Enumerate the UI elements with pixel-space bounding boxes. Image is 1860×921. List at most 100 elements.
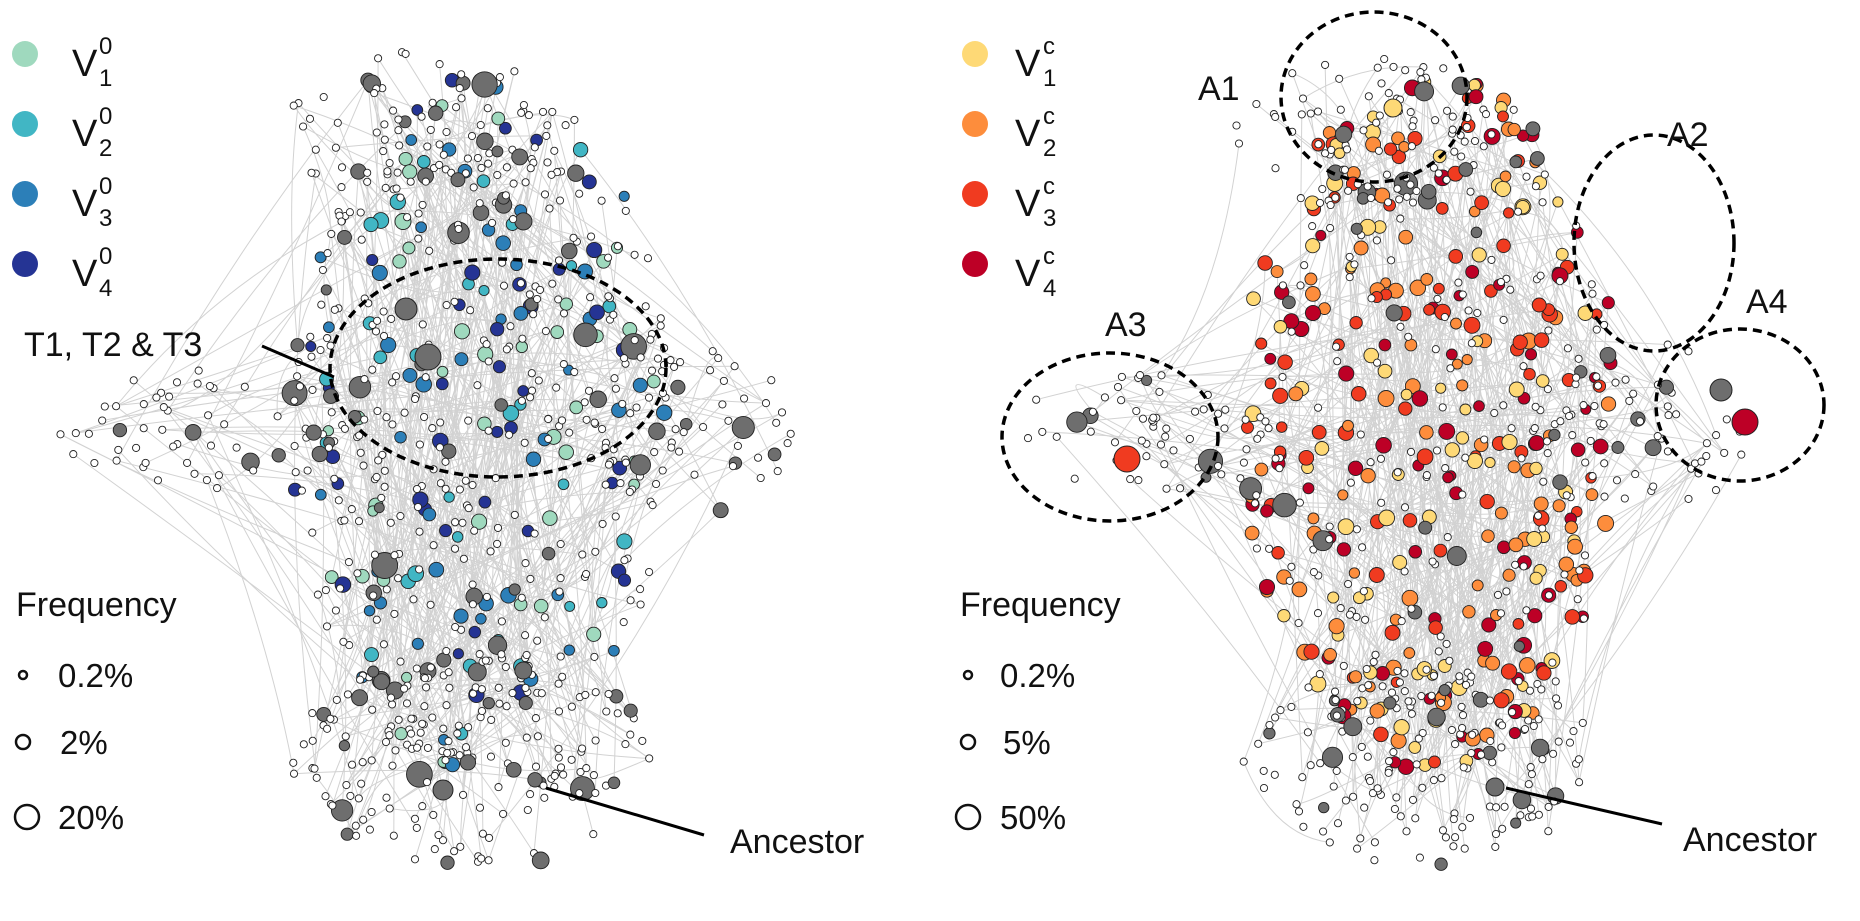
network-node (1368, 567, 1385, 583)
network-edge (1357, 184, 1540, 720)
network-node (450, 297, 459, 306)
network-edge (556, 331, 650, 399)
network-edge (197, 383, 558, 596)
network-edge (406, 461, 611, 704)
network-node (521, 683, 530, 692)
network-edge (1456, 325, 1473, 688)
network-node (328, 801, 337, 810)
network-node (534, 376, 543, 385)
network-node (1297, 110, 1306, 119)
network-edge (1161, 374, 1463, 386)
network-node (1590, 401, 1599, 411)
network-node (667, 443, 676, 452)
network-node (1530, 151, 1545, 166)
network-node (1038, 427, 1047, 436)
network-node (777, 408, 787, 417)
network-node (333, 118, 342, 127)
network-edge (427, 464, 641, 672)
network-node (381, 183, 390, 192)
network-node (1438, 826, 1448, 835)
network-edge (1270, 255, 1456, 384)
network-node (354, 794, 363, 803)
network-node (555, 587, 564, 596)
network-node (326, 714, 335, 723)
right-frequency-title: Frequency (960, 586, 1121, 624)
network-node (1423, 303, 1436, 316)
network-node (475, 803, 485, 812)
network-node (1134, 476, 1143, 485)
network-node (1331, 687, 1340, 696)
network-edge (1401, 434, 1573, 728)
network-node (730, 362, 739, 371)
network-node (1429, 776, 1438, 785)
network-node (699, 422, 708, 432)
network-node (1461, 680, 1471, 689)
network-edge (1379, 115, 1466, 849)
network-node (1428, 557, 1437, 566)
network-node (510, 67, 519, 76)
network-node (319, 92, 328, 102)
network-node (1414, 81, 1435, 102)
network-node (1117, 372, 1126, 381)
network-node (1485, 655, 1501, 671)
network-node (184, 424, 202, 441)
network-node (756, 473, 765, 483)
network-node (1395, 678, 1404, 687)
network-node (508, 688, 517, 698)
network-node (1711, 486, 1721, 495)
network-node (1294, 807, 1304, 816)
network-node (426, 663, 435, 672)
network-node (1407, 604, 1416, 613)
network-node (1481, 617, 1497, 633)
network-edge (1500, 107, 1524, 367)
network-node (505, 761, 522, 778)
network-node (569, 400, 584, 415)
network-node (559, 309, 569, 318)
network-node (1307, 512, 1320, 525)
network-node (158, 425, 167, 434)
network-node (1528, 435, 1545, 451)
network-node (1592, 372, 1601, 381)
network-node (382, 413, 391, 422)
network-node (360, 415, 369, 424)
network-node (518, 334, 527, 343)
network-node (457, 70, 466, 79)
network-node (157, 388, 166, 397)
network-node (714, 354, 723, 363)
network-node (533, 598, 549, 614)
network-node (601, 480, 610, 489)
network-node (519, 100, 528, 110)
network-node (1378, 682, 1387, 691)
network-node (412, 484, 422, 494)
network-node (418, 719, 427, 728)
network-node (1516, 129, 1530, 142)
network-node (1265, 720, 1274, 730)
region-a3-label: A3 (1105, 306, 1147, 344)
network-node (1350, 260, 1359, 269)
network-node (1305, 286, 1321, 302)
network-node (476, 174, 491, 188)
network-node (423, 142, 432, 151)
network-edge (475, 464, 610, 688)
network-node (380, 466, 389, 475)
network-node (308, 709, 317, 718)
network-edge (1412, 169, 1467, 387)
network-edge (1454, 687, 1478, 814)
svg-text:V: V (72, 253, 98, 295)
network-node (380, 135, 389, 144)
network-node (273, 412, 282, 421)
network-node (1499, 401, 1508, 410)
network-node (289, 769, 299, 778)
network-edge (1161, 143, 1240, 376)
network-node (327, 229, 336, 238)
network-node (139, 400, 148, 409)
network-node (653, 354, 663, 363)
network-node (491, 145, 504, 158)
legend-swatch-icon (962, 181, 988, 207)
network-node (417, 155, 431, 169)
network-node (1491, 842, 1500, 851)
network-edge (60, 433, 350, 563)
network-node (1427, 707, 1446, 727)
network-node (1282, 295, 1296, 310)
network-node (1564, 609, 1581, 625)
